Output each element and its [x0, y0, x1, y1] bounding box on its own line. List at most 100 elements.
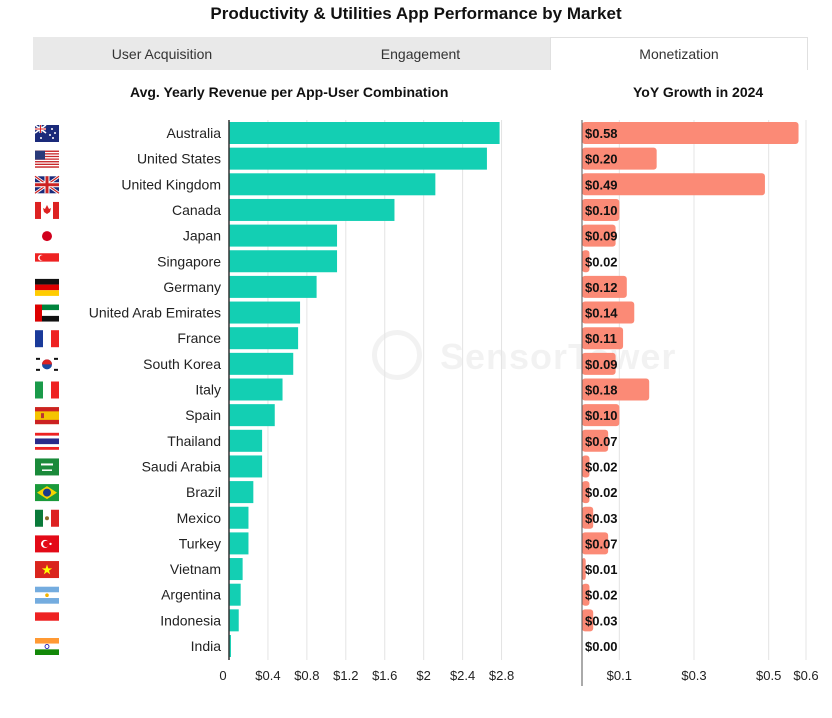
revenue-tick-label: $2	[416, 668, 430, 683]
watermark: SensorTower	[440, 336, 677, 377]
growth-bar-south-korea	[582, 352, 616, 375]
revenue-tick-label: $1.6	[372, 668, 397, 683]
revenue-bar-germany	[229, 275, 317, 298]
flag-japan-icon	[35, 227, 59, 245]
category-label-saudi-arabia: Saudi Arabia	[142, 458, 222, 474]
revenue-bar-united-states	[229, 147, 487, 170]
category-label-indonesia: Indonesia	[160, 612, 221, 628]
revenue-bar-australia	[229, 122, 500, 144]
revenue-bar-argentina	[229, 583, 241, 606]
growth-bar-argentina	[582, 583, 590, 606]
watermark-logo-icon	[372, 330, 422, 380]
flag-brazil-icon	[35, 484, 59, 502]
flag-thailand-icon	[35, 432, 59, 450]
category-label-spain: Spain	[185, 407, 221, 423]
revenue-bar-united-kingdom	[229, 173, 436, 196]
category-label-singapore: Singapore	[157, 253, 221, 269]
revenue-chart-title: Avg. Yearly Revenue per App-User Combina…	[130, 84, 449, 100]
revenue-bar-vietnam	[229, 558, 243, 581]
growth-bar-brazil	[582, 481, 590, 504]
category-label-germany: Germany	[163, 279, 221, 295]
growth-label-saudi-arabia: $0.02	[585, 459, 618, 474]
growth-label-argentina: $0.02	[585, 588, 618, 603]
growth-bar-thailand	[582, 429, 609, 452]
growth-label-singapore: $0.02	[585, 254, 618, 269]
revenue-bar-saudi-arabia	[229, 455, 263, 478]
growth-bar-united-arab-emirates	[582, 301, 635, 324]
tab-engagement[interactable]: Engagement	[380, 45, 461, 62]
category-label-united-arab-emirates: United Arab Emirates	[89, 305, 221, 321]
revenue-bar-japan	[229, 224, 338, 247]
growth-label-turkey: $0.07	[585, 536, 618, 551]
growth-label-brazil: $0.02	[585, 485, 618, 500]
flag-spain-icon	[35, 407, 59, 425]
growth-bar-japan	[582, 224, 616, 247]
growth-bar-singapore	[582, 250, 590, 273]
flag-united-arab-emirates-icon	[35, 304, 59, 322]
flag-italy-icon	[35, 381, 59, 399]
growth-bar-mexico	[582, 506, 594, 529]
revenue-tick-label: 0	[219, 668, 226, 683]
growth-tick-label: $0.3	[681, 668, 706, 683]
category-label-brazil: Brazil	[186, 484, 221, 500]
flag-indonesia-icon	[35, 612, 59, 630]
growth-label-france: $0.11	[585, 331, 617, 346]
revenue-bar-south-korea	[229, 352, 294, 375]
growth-bar-saudi-arabia	[582, 455, 590, 478]
growth-tick-label: $0.5	[756, 668, 781, 683]
revenue-bar-italy	[229, 378, 283, 401]
growth-label-spain: $0.10	[585, 408, 618, 423]
growth-tick-label: $0.6	[793, 668, 818, 683]
growth-label-united-kingdom: $0.49	[585, 177, 618, 192]
growth-bar-indonesia	[582, 609, 594, 632]
growth-label-thailand: $0.07	[585, 434, 618, 449]
flag-saudi-arabia-icon	[35, 458, 59, 476]
growth-label-mexico: $0.03	[585, 511, 618, 526]
revenue-tick-label: $0.8	[294, 668, 319, 683]
growth-label-vietnam: $0.01	[585, 562, 618, 577]
growth-bar-united-kingdom	[582, 173, 765, 196]
revenue-bar-singapore	[229, 250, 338, 273]
tab-bar: User Acquisition Engagement Monetization	[33, 37, 808, 70]
flag-south-korea-icon	[35, 355, 59, 373]
growth-label-germany: $0.12	[585, 280, 618, 295]
revenue-bar-indonesia	[229, 609, 239, 632]
growth-label-canada: $0.10	[585, 203, 618, 218]
flag-argentina-icon	[35, 586, 59, 604]
revenue-bar-france	[229, 327, 299, 350]
growth-bar-turkey	[582, 532, 609, 555]
category-label-mexico: Mexico	[177, 510, 222, 526]
growth-bar-italy	[582, 378, 650, 401]
growth-label-italy: $0.18	[585, 383, 618, 398]
category-label-united-states: United States	[137, 151, 221, 167]
flag-turkey-icon	[35, 535, 59, 553]
growth-bar-united-states	[582, 147, 657, 170]
category-label-italy: Italy	[195, 382, 221, 398]
flag-france-icon	[35, 330, 59, 348]
growth-tick-label: $0.1	[607, 668, 632, 683]
flag-united-states-icon	[35, 150, 59, 168]
flag-australia-icon	[34, 124, 59, 142]
growth-label-australia: $0.58	[585, 126, 618, 141]
category-label-australia: Australia	[167, 125, 222, 141]
growth-label-united-arab-emirates: $0.14	[585, 306, 618, 321]
chart-title: Productivity & Utilities App Performance…	[210, 4, 622, 23]
revenue-bar-turkey	[229, 532, 249, 555]
growth-label-japan: $0.09	[585, 229, 618, 244]
flag-canada-icon	[35, 201, 59, 219]
growth-label-south-korea: $0.09	[585, 357, 618, 372]
tab-monetization[interactable]: Monetization	[550, 37, 808, 70]
flag-singapore-icon	[35, 253, 59, 271]
category-label-france: France	[177, 330, 221, 346]
growth-bar-australia	[582, 122, 799, 144]
growth-bar-germany	[582, 275, 627, 298]
category-label-vietnam: Vietnam	[170, 561, 221, 577]
revenue-tick-label: $1.2	[333, 668, 358, 683]
revenue-tick-label: $2.4	[450, 668, 475, 683]
category-label-thailand: Thailand	[167, 433, 221, 449]
tab-user-acquisition[interactable]: User Acquisition	[111, 45, 213, 62]
growth-bar-france	[582, 327, 624, 350]
growth-label-indonesia: $0.03	[585, 613, 618, 628]
category-label-japan: Japan	[183, 228, 221, 244]
